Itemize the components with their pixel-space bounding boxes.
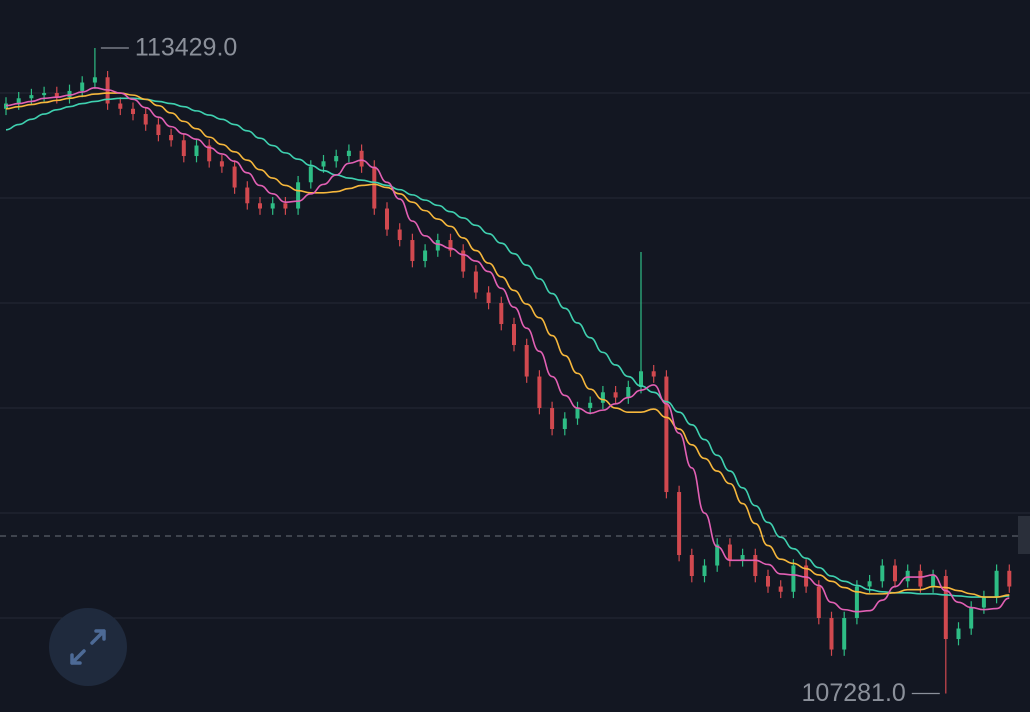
candle-body — [791, 565, 796, 592]
candle-body — [562, 418, 567, 430]
candle-body — [473, 271, 478, 293]
candle-body — [245, 187, 250, 204]
candle-body — [524, 345, 529, 377]
candle-body — [664, 376, 669, 493]
candle-body — [854, 586, 859, 619]
candle-body — [804, 565, 809, 587]
candle-body — [143, 114, 148, 125]
candle-body — [219, 161, 224, 167]
candle-body — [448, 240, 453, 251]
candle-body — [42, 93, 47, 96]
candle-body — [29, 95, 34, 99]
price-tag-edge — [1018, 516, 1030, 554]
candle-body — [550, 408, 555, 430]
candle-body — [727, 544, 732, 561]
candle-body — [461, 250, 466, 272]
candle-body — [778, 586, 783, 592]
candle-body — [156, 124, 161, 136]
candle-body — [258, 203, 262, 209]
candle-body — [1007, 570, 1012, 587]
candle-body — [207, 145, 212, 162]
candle-body — [372, 166, 377, 209]
candle-body — [194, 145, 199, 157]
candle-body — [715, 544, 720, 566]
candle-body — [54, 93, 59, 98]
candle-body — [880, 565, 885, 582]
moving-average-line — [5, 86, 1010, 613]
expand-icon[interactable] — [70, 629, 106, 665]
candle-body — [537, 376, 542, 409]
candle-body — [232, 166, 237, 188]
candle-body — [893, 565, 897, 582]
expand-button[interactable] — [49, 608, 127, 686]
candle-body — [639, 371, 643, 388]
candle-body — [575, 408, 580, 419]
candle-body — [512, 324, 516, 346]
candle-body — [651, 371, 656, 377]
candle-body — [486, 292, 491, 304]
annotations: 113429.0 107281.0 — [100, 34, 940, 707]
candle-body — [16, 98, 21, 104]
candle-body — [677, 492, 682, 556]
candle-body — [994, 570, 999, 598]
candle-body — [867, 581, 872, 587]
candle-body — [270, 203, 275, 209]
candle-body — [943, 576, 948, 640]
candle-body — [359, 150, 364, 167]
candle-body — [969, 607, 974, 629]
candle-body — [346, 150, 351, 157]
moving-average-line — [5, 92, 1010, 598]
candle-body — [702, 565, 707, 577]
candle-body — [689, 555, 694, 577]
grid — [0, 92, 1030, 619]
candle-body — [118, 103, 123, 109]
moving-averages — [5, 86, 1010, 613]
candle-body — [410, 240, 415, 262]
candle-body — [766, 576, 770, 587]
candle-body — [918, 570, 923, 587]
candle-body — [981, 597, 986, 608]
candle-body — [67, 90, 72, 98]
candle-body — [842, 618, 847, 650]
candle-body — [169, 135, 174, 141]
candle-body — [435, 240, 440, 251]
candle-body — [613, 392, 618, 398]
expand-button-bg[interactable] — [49, 608, 127, 686]
candle-body — [283, 203, 288, 209]
candle-body — [181, 140, 186, 157]
candle-body — [956, 628, 961, 640]
candle-body — [905, 570, 910, 582]
candle-body — [308, 166, 313, 183]
candle-body — [92, 77, 97, 83]
annotation-label: 107281.0 — [802, 679, 906, 707]
candle-body — [499, 303, 504, 325]
candle-body — [397, 229, 402, 241]
candle-body — [131, 108, 135, 115]
candle-body — [816, 586, 821, 619]
candle-body — [740, 555, 745, 561]
annotation-label: 113429.0 — [135, 34, 237, 62]
candle-body — [626, 387, 631, 398]
candle-body — [423, 250, 428, 262]
candle-body — [80, 82, 85, 91]
candle-body — [600, 392, 605, 403]
candle-body — [829, 618, 834, 650]
candle-body — [334, 156, 339, 162]
candle-body — [753, 555, 758, 577]
candle-body — [385, 208, 389, 230]
candle-body — [321, 161, 326, 167]
candle-body — [296, 182, 301, 209]
moving-average-line — [5, 97, 1010, 598]
candle-body — [588, 402, 593, 409]
candle-body — [931, 576, 936, 587]
